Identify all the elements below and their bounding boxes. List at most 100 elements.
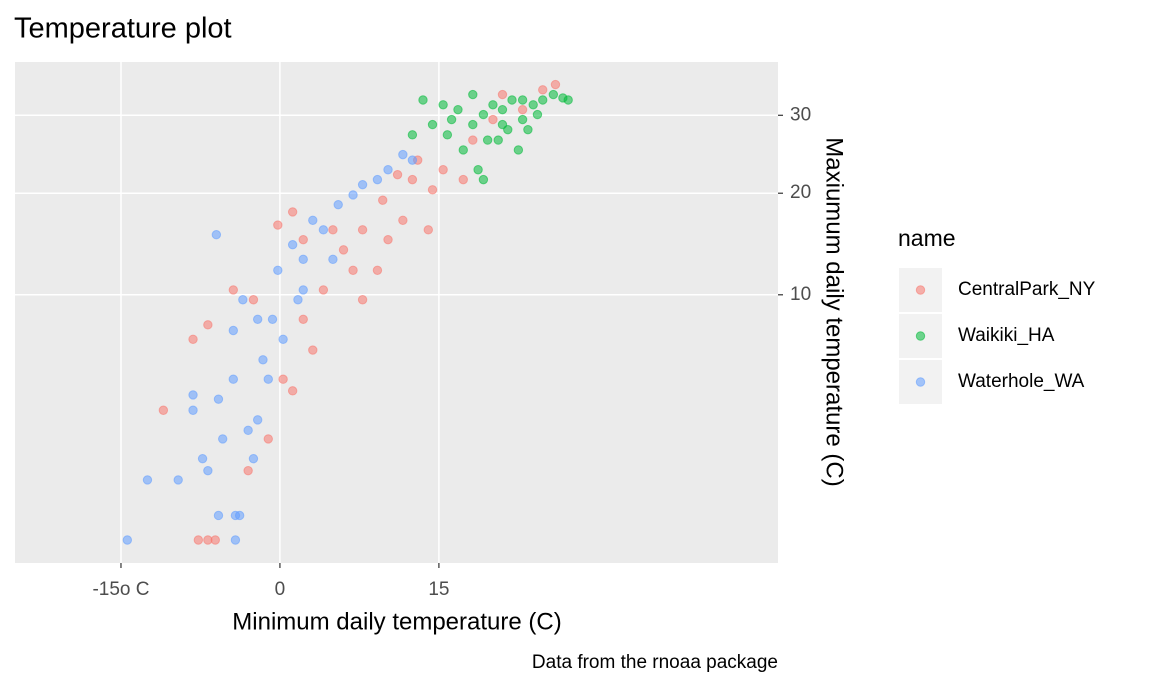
point <box>278 374 288 384</box>
point <box>318 285 329 295</box>
point <box>407 130 418 140</box>
point <box>287 207 298 217</box>
point <box>538 95 548 105</box>
legend-label: Waikiki_HA <box>958 325 1055 346</box>
legend-marker <box>915 377 926 387</box>
point <box>407 155 418 165</box>
point <box>532 109 543 120</box>
point <box>497 89 508 100</box>
point <box>263 374 273 384</box>
point <box>267 314 278 325</box>
point <box>427 119 438 130</box>
point <box>228 285 239 295</box>
point <box>357 225 368 235</box>
point <box>548 89 559 100</box>
point <box>538 85 548 95</box>
point <box>298 234 308 245</box>
point <box>273 220 283 230</box>
point <box>158 405 169 415</box>
point <box>213 510 224 521</box>
point <box>528 100 538 110</box>
point <box>211 230 222 240</box>
point <box>243 425 253 436</box>
caption: Data from the rnoaa package <box>532 652 778 673</box>
legend-marker <box>915 331 926 341</box>
point <box>458 174 468 185</box>
y-tick-label: 10 <box>790 284 811 305</box>
point <box>338 245 349 255</box>
point <box>392 169 403 180</box>
point <box>517 104 528 115</box>
point <box>197 453 208 464</box>
point <box>210 535 220 545</box>
point <box>438 165 448 175</box>
point <box>446 114 457 125</box>
point <box>458 145 468 155</box>
point <box>238 295 248 305</box>
point <box>383 165 393 175</box>
point <box>468 89 478 100</box>
plot-panel <box>15 62 778 563</box>
point <box>550 79 561 90</box>
point <box>328 225 338 235</box>
x-tick-label: -15o C <box>92 579 149 600</box>
point <box>273 265 283 275</box>
point <box>372 174 383 185</box>
point <box>478 174 489 185</box>
point <box>218 434 228 444</box>
point <box>122 535 133 545</box>
point <box>333 199 343 210</box>
point <box>398 215 408 225</box>
point <box>252 415 263 425</box>
point <box>453 104 463 115</box>
point <box>507 95 517 105</box>
point <box>298 314 308 325</box>
point <box>357 295 368 305</box>
point <box>427 185 438 195</box>
point <box>398 149 408 160</box>
point <box>513 145 524 155</box>
point <box>563 95 573 105</box>
point <box>517 114 528 125</box>
point <box>228 325 239 336</box>
point <box>328 254 338 265</box>
point <box>188 334 198 344</box>
point <box>287 240 298 250</box>
point <box>248 295 259 305</box>
point <box>252 314 263 325</box>
y-tick-label: 30 <box>790 104 811 125</box>
legend-label: CentralPark_NY <box>958 279 1096 300</box>
point <box>407 174 418 185</box>
point <box>173 475 183 485</box>
point <box>423 225 433 235</box>
point <box>523 124 533 135</box>
x-tick-label: 15 <box>428 579 449 600</box>
x-tick-label: 0 <box>275 579 286 600</box>
point <box>517 95 528 105</box>
point <box>188 405 198 415</box>
point <box>203 320 213 330</box>
point <box>230 535 241 545</box>
point <box>468 119 478 130</box>
point <box>442 130 453 140</box>
point <box>203 465 213 476</box>
point <box>243 465 253 476</box>
y-tick-label: 20 <box>790 182 811 203</box>
point <box>263 434 273 444</box>
point <box>497 119 508 130</box>
point <box>488 114 498 125</box>
point <box>357 179 368 190</box>
point <box>438 100 448 110</box>
point <box>213 394 224 404</box>
legend-marker <box>915 285 926 295</box>
point <box>378 195 388 205</box>
point <box>488 100 498 110</box>
point <box>298 285 308 295</box>
point <box>308 215 318 225</box>
point <box>482 135 493 145</box>
x-axis-title: Minimum daily temperature (C) <box>232 608 561 635</box>
point <box>418 95 428 105</box>
point <box>372 265 383 275</box>
point <box>293 295 303 305</box>
